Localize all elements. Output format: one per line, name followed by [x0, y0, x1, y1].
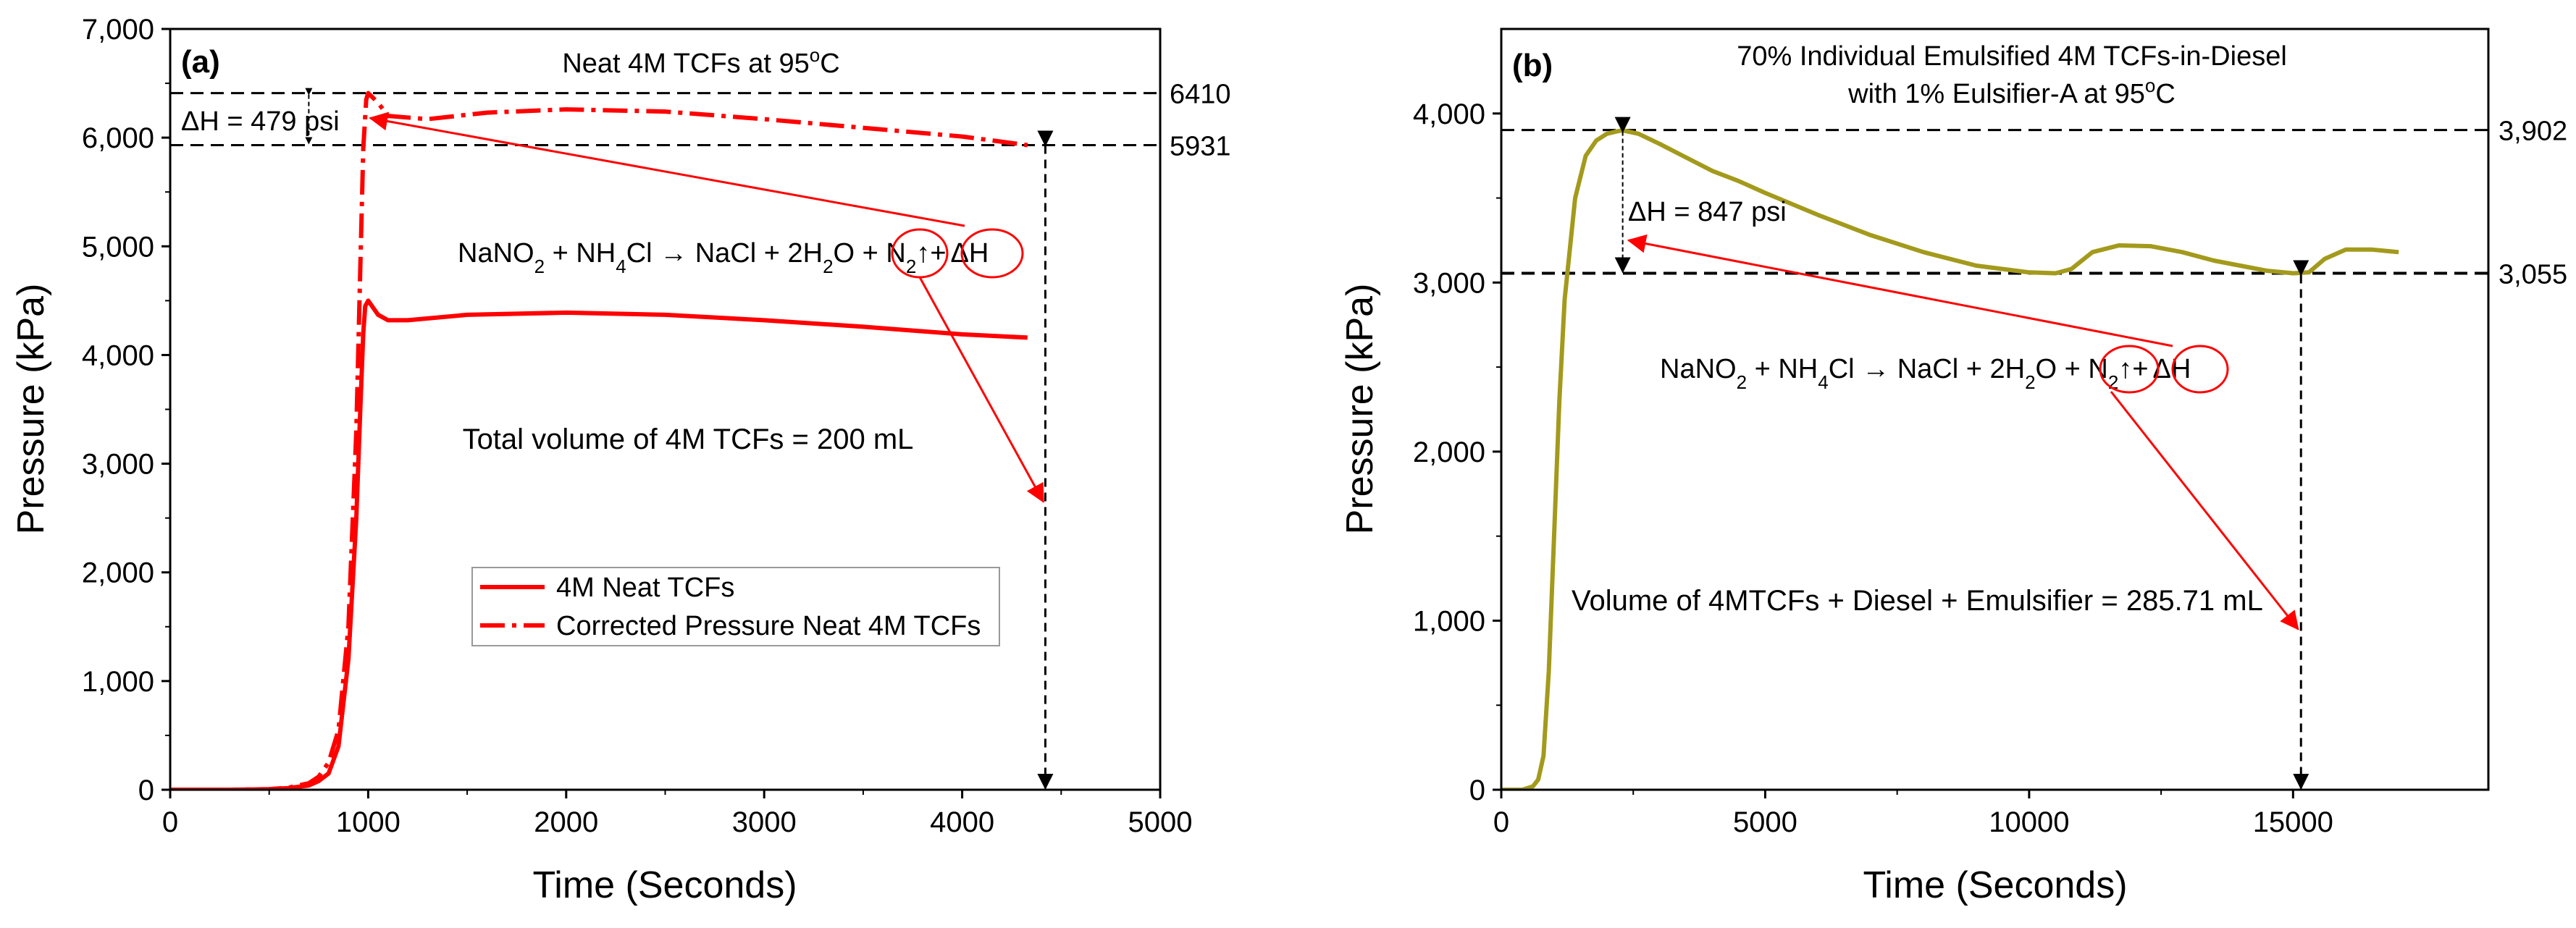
b-reference-label: 3,902 [2499, 117, 2567, 147]
b-title-line-1: 70% Individual Emulsified 4M TCFs-in-Die… [1737, 41, 2287, 72]
a-panel-label: (a) [181, 44, 220, 80]
a-series-line-2 [170, 90, 1028, 790]
a-x-tick-label: 3000 [732, 806, 797, 838]
a-legend-box [471, 567, 1000, 646]
b-series-line-1 [1501, 128, 2399, 790]
a-y-tick-label: 6,000 [82, 122, 154, 154]
b-axis-ticks: 0 5000 10000 15000 0 1,000 2,000 3,000 4,000 [1413, 98, 2333, 838]
b-red-arrow-to-peak [1627, 234, 2173, 347]
a-legend: 4M Neat TCFs Corrected Pressure Neat 4M … [471, 567, 1000, 646]
a-y-tick-label: 5,000 [82, 231, 154, 263]
b-delta-h-label: ΔH = 847 psi [1628, 197, 1787, 227]
a-x-axis-title: Time (Seconds) [532, 864, 797, 906]
a-y-tick-label: 7,000 [82, 14, 154, 46]
a-delta-h-label: ΔH = 479 psi [181, 106, 340, 137]
b-series-group [1501, 128, 2399, 790]
a-x-tick-label: 1000 [336, 806, 400, 838]
b-delta-h-circle [2171, 345, 2229, 394]
b-annotation-arrows [1614, 117, 2309, 790]
b-y-axis-title: Pressure (kPa) [1339, 284, 1381, 535]
b-y-tick-label: 0 [1469, 775, 1485, 806]
a-red-arrow-to-volume [918, 277, 1045, 503]
a-reference-label: 6410 [1170, 80, 1231, 110]
a-reference-lines: 6410 5931 [170, 80, 1231, 162]
a-reference-label: 5931 [1170, 132, 1231, 162]
a-y-tick-label: 0 [138, 775, 154, 806]
a-y-tick-label: 2,000 [82, 557, 154, 589]
a-y-tick-label: 4,000 [82, 339, 154, 371]
b-x-tick-label: 0 [1493, 806, 1509, 838]
b-x-axis-title: Time (Seconds) [1863, 864, 2127, 906]
b-reference-lines: 3,902 3,055 [1501, 117, 2567, 290]
a-plot-frame [169, 28, 1162, 791]
a-x-tick-label: 0 [162, 806, 178, 838]
b-x-tick-label: 5000 [1733, 806, 1797, 838]
b-red-arrow-to-volume [2110, 391, 2299, 630]
b-volume-note: Volume of 4MTCFs + Diesel + Emulsifier =… [1572, 585, 2263, 617]
b-reaction-equation: NaNO2 + NH4Cl → NaCl + 2H2O + N2↑+ ΔH [1660, 354, 2191, 393]
a-y-tick-label: 1,000 [82, 666, 154, 698]
a-delta-h-circle [960, 228, 1024, 279]
a-series-group [170, 90, 1028, 790]
a-volume-note: Total volume of 4M TCFs = 200 mL [463, 423, 914, 455]
a-annotation-arrows [305, 88, 1054, 790]
b-plot-frame [1500, 28, 2490, 791]
a-title: Neat 4M TCFs at 95oC [562, 44, 839, 79]
chart-panel-a: 0 1000 2000 3000 4000 5000 0 1,000 2,000 3,000 4,0… [10, 14, 1231, 906]
a-legend-label-1: 4M Neat TCFs [556, 573, 734, 603]
b-x-tick-label: 15000 [2253, 806, 2333, 838]
a-y-tick-label: 3,000 [82, 449, 154, 481]
b-reference-label: 3,055 [2499, 259, 2567, 290]
b-y-tick-label: 4,000 [1413, 98, 1485, 130]
a-series-line-1 [170, 298, 1028, 790]
a-x-tick-label: 2000 [534, 806, 598, 838]
a-x-tick-label: 5000 [1128, 806, 1193, 838]
a-y-axis-title: Pressure (kPa) [10, 284, 52, 535]
b-y-tick-label: 2,000 [1413, 436, 1485, 468]
b-panel-label: (b) [1512, 48, 1553, 83]
a-x-tick-label: 4000 [930, 806, 994, 838]
a-axis-ticks: 0 1000 2000 3000 4000 5000 0 1,000 2,000 3,000 4,0… [82, 14, 1193, 838]
b-y-tick-label: 1,000 [1413, 605, 1485, 637]
b-title-line-2: with 1% Eulsifier-A at 95oC [1847, 75, 2176, 109]
a-reaction-equation: NaNO2 + NH4Cl → NaCl + 2H2O + N2↑+ ΔH [458, 238, 989, 277]
a-legend-label-2: Corrected Pressure Neat 4M TCFs [556, 611, 981, 641]
a-red-arrow-to-peak [369, 111, 965, 227]
chart-panel-b: 0 5000 10000 15000 0 1,000 2,000 3,000 4,000 3,9… [1339, 28, 2567, 906]
b-y-tick-label: 3,000 [1413, 267, 1485, 299]
b-x-tick-label: 10000 [1989, 806, 2069, 838]
b-n2-circle [2099, 345, 2160, 394]
